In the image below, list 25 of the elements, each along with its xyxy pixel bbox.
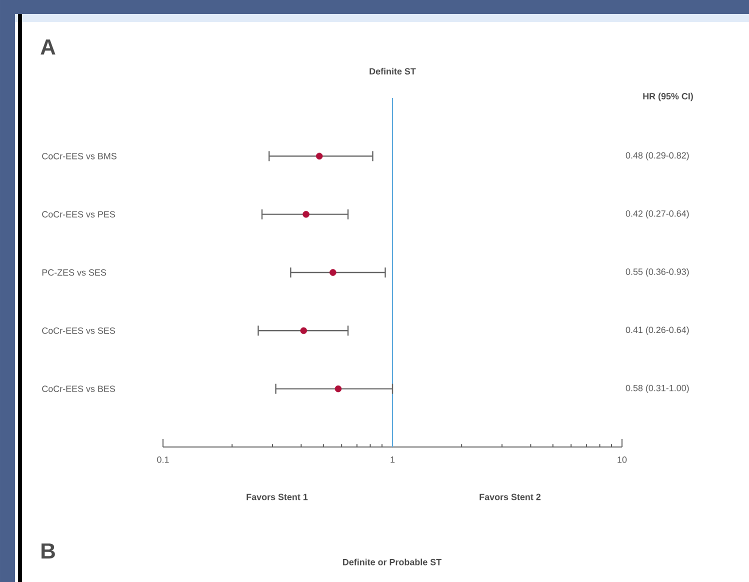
- text: Definite or Probable ST: [343, 558, 442, 566]
- data-label: 0.42 (0.27-0.64): [626, 210, 689, 218]
- y-tick-label: CoCr-EES vs BMS: [42, 152, 116, 160]
- y-tick-label: CoCr-EES vs BES: [42, 386, 116, 392]
- y-tick-label: CoCr-EES vs PES: [42, 211, 116, 218]
- data-label: 0.41 (0.26-0.64): [626, 326, 689, 335]
- text: HR (95% CI): [643, 92, 693, 102]
- text: Favors Stent 1: [246, 494, 308, 500]
- chart-title: Definite ST: [370, 68, 416, 74]
- x-tick-label: 1: [390, 456, 395, 463]
- text: B: [42, 543, 55, 559]
- point: [302, 210, 310, 218]
- point: [330, 269, 336, 276]
- point: [300, 327, 308, 334]
- x-tick-label: 10: [618, 456, 627, 463]
- data-label: 0.55 (0.36-0.93): [626, 268, 689, 277]
- data-label: 0.48 (0.29-0.82): [626, 152, 689, 160]
- y-tick-label: CoCr-EES vs SES: [42, 327, 116, 334]
- point: [316, 152, 323, 160]
- y-tick-label: PC-ZES vs SES: [42, 269, 106, 276]
- text: A: [40, 39, 56, 55]
- text: Favors Stent 2: [480, 494, 541, 500]
- data-label: 0.58 (0.31-1.00): [626, 384, 689, 393]
- x-tick-label: 0.1: [157, 456, 169, 463]
- point: [334, 385, 342, 392]
